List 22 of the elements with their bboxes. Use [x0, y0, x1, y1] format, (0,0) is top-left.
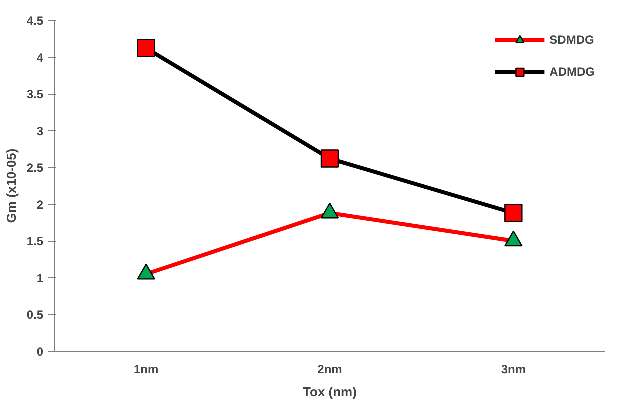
x-tick-label: 1nm [134, 362, 159, 376]
point [504, 230, 523, 247]
legend-label: SDMDG [550, 33, 594, 47]
y-tick-label: 1 [36, 271, 44, 286]
y-tick-label: 0 [36, 345, 44, 359]
y-tick-label: 3 [36, 124, 44, 138]
x-tick-label: 2nm [318, 362, 342, 376]
y-tick-label: 0.5 [26, 308, 44, 322]
y-tick-label: 2 [36, 198, 44, 212]
y-tick-label: 2.5 [26, 161, 44, 176]
point [137, 39, 156, 58]
y-tick-label: 3.5 [26, 88, 44, 102]
x-tick-label: 3nm [501, 362, 526, 376]
y-tick-label: 4.5 [26, 14, 44, 28]
legend-label: ADMDG [550, 65, 595, 79]
y-tick-label: 4 [36, 50, 44, 65]
point [320, 202, 340, 219]
point [320, 150, 340, 168]
y-tick-label: 1.5 [26, 234, 44, 249]
y-axis-title: Gm (x10-05) [4, 148, 19, 224]
x-axis-title: Tox (nm) [303, 384, 357, 400]
point [137, 264, 156, 280]
